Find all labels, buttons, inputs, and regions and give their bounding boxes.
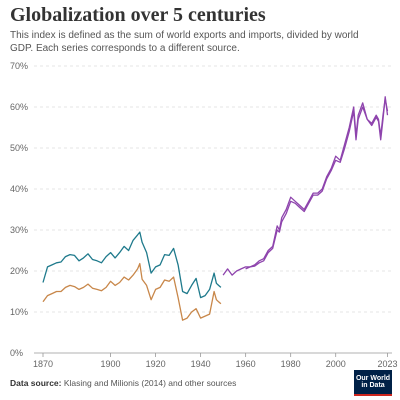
grid-layer (34, 65, 392, 357)
y-tick-label: 10% (10, 307, 28, 317)
series-line-2[interactable] (222, 98, 389, 276)
x-tick-label: 1900 (101, 359, 121, 369)
x-tick-label: 1980 (281, 359, 301, 369)
y-tick-label: 60% (10, 102, 28, 112)
series-layer (42, 96, 389, 321)
y-tick-label: 30% (10, 225, 28, 235)
owid-logo[interactable]: Our World in Data (354, 370, 392, 396)
x-tick-label: 2023 (377, 359, 397, 369)
y-tick-label: 0% (10, 348, 23, 358)
y-tick-label: 70% (10, 61, 28, 71)
x-tick-label: 1870 (33, 359, 53, 369)
y-tick-label: 20% (10, 266, 28, 276)
chart-subtitle: This index is defined as the sum of worl… (10, 30, 359, 54)
series-line-1[interactable] (42, 262, 222, 321)
series-line-0[interactable] (42, 231, 222, 299)
data-source-text: Klasing and Milionis (2014) and other so… (63, 378, 237, 388)
x-tick-label: 1960 (236, 359, 256, 369)
y-tick-label: 40% (10, 184, 28, 194)
y-tick-label: 50% (10, 143, 28, 153)
series-line-3[interactable] (245, 96, 389, 270)
logo-line-1: Our World (355, 374, 391, 382)
logo-line-2: in Data (361, 382, 385, 389)
x-tick-label: 1940 (191, 359, 211, 369)
footer: Data source: Klasing and Milionis (2014)… (10, 378, 236, 388)
chart-title: Globalization over 5 centuries (10, 4, 266, 26)
x-tick-label: 1920 (146, 359, 166, 369)
data-source-label: Data source: (10, 378, 62, 388)
y-tick-labels: 0% 10% 20% 30% 40% 50% 60% 70% (10, 61, 28, 358)
x-tick-label: 2000 (326, 359, 346, 369)
x-tick-labels: 1870 1900 1920 1940 1960 1980 2000 2023 (33, 359, 398, 369)
